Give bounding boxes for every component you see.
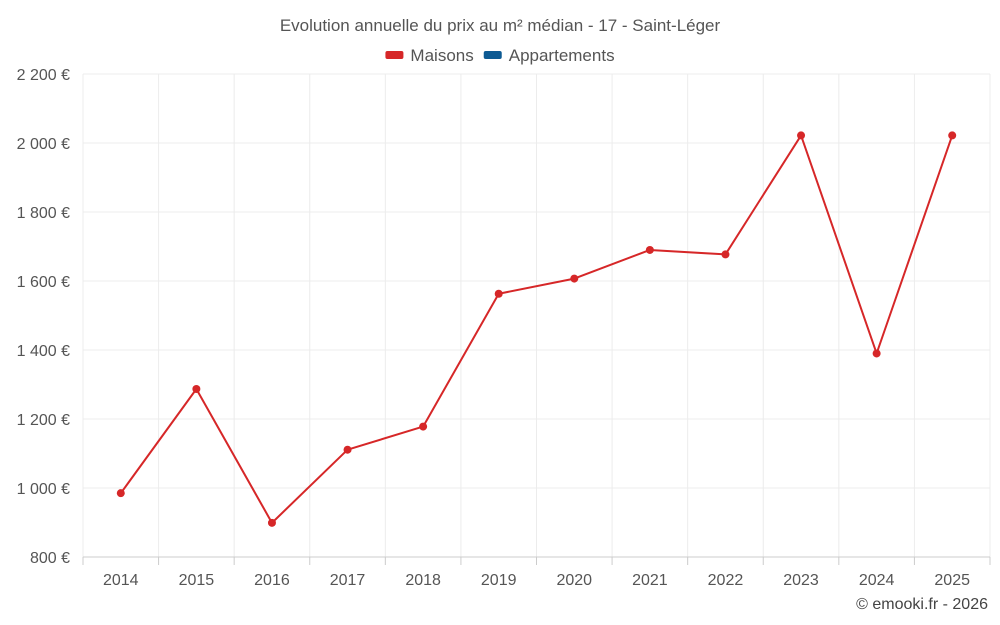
- y-tick-label: 1 800 €: [17, 205, 70, 222]
- credit-text: © emooki.fr - 2026: [856, 596, 988, 613]
- legend-label: Appartements: [509, 46, 615, 65]
- x-tick-label: 2019: [481, 572, 517, 589]
- grid: [82, 73, 991, 557]
- x-tick-label: 2024: [859, 572, 895, 589]
- x-tick-label: 2025: [934, 572, 970, 589]
- legend-item-maisons[interactable]: Maisons: [385, 46, 474, 65]
- x-tick-label: 2023: [783, 572, 819, 589]
- data-point-maisons-2019[interactable]: [494, 289, 503, 298]
- data-point-maisons-2023[interactable]: [797, 131, 806, 140]
- data-point-maisons-2021[interactable]: [645, 245, 654, 254]
- x-tick-label: 2017: [330, 572, 366, 589]
- data-point-maisons-2022[interactable]: [721, 250, 730, 259]
- data-point-maisons-2016[interactable]: [267, 518, 276, 527]
- data-point-maisons-2020[interactable]: [570, 274, 579, 283]
- x-tick-label: 2020: [556, 572, 592, 589]
- data-point-maisons-2017[interactable]: [343, 445, 352, 454]
- data-point-maisons-2024[interactable]: [872, 349, 881, 358]
- data-point-maisons-2018[interactable]: [419, 422, 428, 431]
- legend-item-appartements[interactable]: Appartements: [483, 46, 615, 65]
- chart-title: Evolution annuelle du prix au m² médian …: [280, 16, 721, 35]
- y-axis: 800 € 1 000 € 1 200 € 1 400 € 1 600 € 1 800 €…: [17, 67, 70, 567]
- x-tick-label: 2014: [103, 572, 139, 589]
- series-line-maisons: [119, 134, 954, 524]
- y-tick-label: 1 400 €: [17, 343, 70, 360]
- legend-label: Maisons: [410, 46, 473, 65]
- data-point-maisons-2015[interactable]: [192, 384, 201, 393]
- x-tick-label: 2018: [405, 572, 441, 589]
- y-tick-label: 2 200 €: [17, 67, 70, 84]
- legend-swatch: [385, 51, 404, 59]
- x-tick-label: 2015: [179, 572, 215, 589]
- data-point-maisons-2025[interactable]: [948, 131, 957, 140]
- x-tick-label: 2016: [254, 572, 290, 589]
- y-tick-label: 1 600 €: [17, 274, 70, 291]
- x-tick-label: 2022: [708, 572, 744, 589]
- y-tick-label: 800 €: [30, 550, 70, 567]
- x-axis: 2014 2015 2016 2017 2018 2019 2020 2021 2022 2023…: [82, 556, 991, 589]
- legend-swatch: [483, 51, 502, 59]
- series: [116, 131, 957, 527]
- y-tick-label: 1 200 €: [17, 412, 70, 429]
- y-tick-label: 2 000 €: [17, 136, 70, 153]
- data-point-maisons-2014[interactable]: [116, 489, 125, 498]
- x-tick-label: 2021: [632, 572, 668, 589]
- y-tick-label: 1 000 €: [17, 481, 70, 498]
- legend: Maisons Appartements: [385, 46, 615, 65]
